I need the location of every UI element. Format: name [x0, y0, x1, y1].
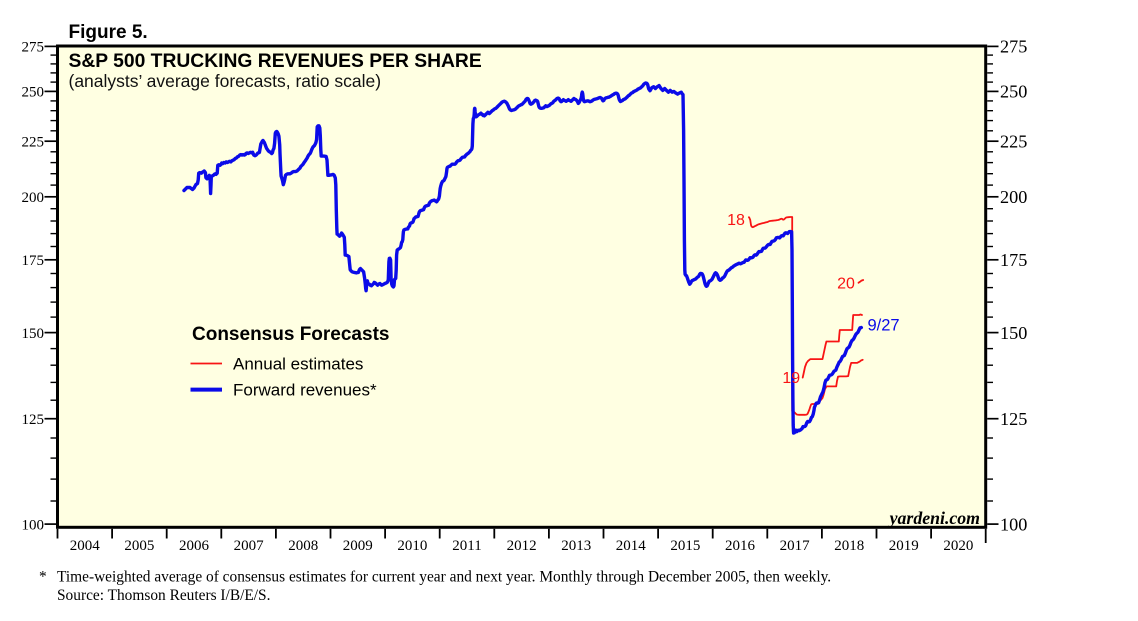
svg-text:Annual estimates: Annual estimates: [233, 355, 363, 374]
svg-text:9/27: 9/27: [868, 317, 900, 335]
svg-text:2017: 2017: [780, 538, 811, 554]
svg-text:2016: 2016: [725, 538, 756, 554]
svg-text:125: 125: [22, 412, 45, 428]
svg-text:19: 19: [782, 370, 800, 387]
svg-text:100: 100: [1000, 514, 1027, 534]
svg-text:150: 150: [22, 326, 45, 342]
svg-text:Forward revenues*: Forward revenues*: [233, 381, 377, 400]
svg-text:yardeni.com: yardeni.com: [888, 508, 980, 528]
svg-text:Consensus Forecasts: Consensus Forecasts: [192, 324, 389, 345]
svg-text:175: 175: [22, 253, 45, 269]
svg-text:200: 200: [1000, 187, 1027, 207]
svg-text:Time-weighted average of conse: Time-weighted average of consensus estim…: [57, 569, 831, 586]
svg-text:175: 175: [1000, 250, 1027, 270]
svg-text:2014: 2014: [616, 538, 647, 554]
svg-text:2007: 2007: [234, 538, 265, 554]
svg-text:20: 20: [837, 276, 855, 293]
svg-text:2009: 2009: [343, 538, 373, 554]
svg-text:2008: 2008: [288, 538, 318, 554]
svg-text:Source: Thomson Reuters I/B/E/: Source: Thomson Reuters I/B/E/S.: [57, 587, 270, 604]
svg-text:200: 200: [22, 190, 45, 206]
svg-text:2004: 2004: [70, 538, 101, 554]
svg-text:125: 125: [1000, 409, 1027, 429]
svg-text:2005: 2005: [124, 538, 154, 554]
svg-text:2019: 2019: [889, 538, 919, 554]
svg-text:2020: 2020: [943, 538, 973, 554]
svg-text:250: 250: [1000, 82, 1027, 102]
svg-text:2015: 2015: [670, 538, 700, 554]
svg-text:250: 250: [22, 85, 45, 101]
svg-text:2010: 2010: [397, 538, 427, 554]
svg-text:150: 150: [1000, 323, 1027, 343]
svg-text:100: 100: [22, 517, 45, 533]
svg-text:2006: 2006: [179, 538, 210, 554]
svg-text:2013: 2013: [561, 538, 591, 554]
svg-text:*: *: [39, 569, 47, 586]
svg-text:Figure 5.: Figure 5.: [69, 22, 148, 43]
svg-text:S&P 500 TRUCKING REVENUES PER: S&P 500 TRUCKING REVENUES PER SHARE: [69, 51, 482, 72]
svg-text:2011: 2011: [452, 538, 481, 554]
svg-text:18: 18: [727, 212, 745, 229]
svg-text:2012: 2012: [507, 538, 537, 554]
svg-text:2018: 2018: [834, 538, 864, 554]
svg-text:(analysts’ average forecasts,: (analysts’ average forecasts, ratio scal…: [69, 71, 382, 91]
svg-text:275: 275: [22, 40, 45, 56]
svg-text:225: 225: [22, 135, 45, 151]
svg-text:225: 225: [1000, 132, 1027, 152]
svg-text:275: 275: [1000, 37, 1027, 57]
